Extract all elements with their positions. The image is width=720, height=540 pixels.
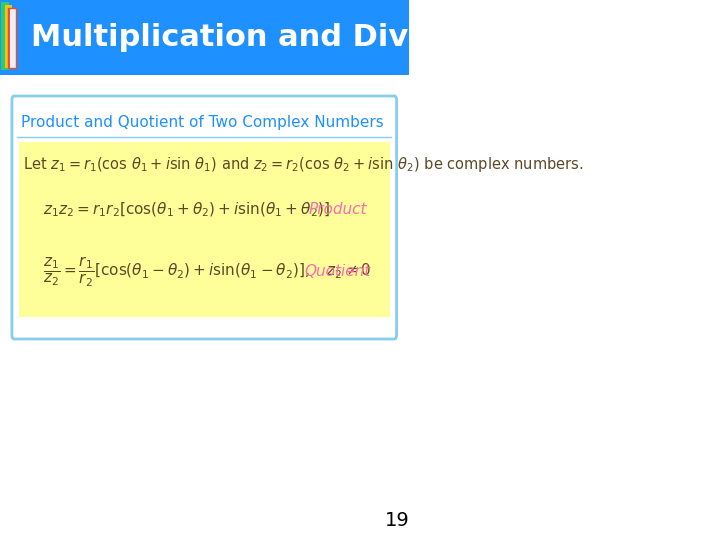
Text: $\dfrac{z_1}{z_2} = \dfrac{r_1}{r_2}[\cos(\theta_1 - \theta_2) + i\sin(\theta_1 : $\dfrac{z_1}{z_2} = \dfrac{r_1}{r_2}[\co… [42,255,371,289]
FancyBboxPatch shape [8,8,10,68]
FancyBboxPatch shape [1,2,9,70]
Text: Product and Quotient of Two Complex Numbers: Product and Quotient of Two Complex Numb… [21,114,384,130]
Text: Product: Product [308,202,366,218]
Text: Multiplication and Division of Complex Numbers: Multiplication and Division of Complex N… [31,24,720,52]
Text: 19: 19 [384,510,410,530]
Text: Let $z_1 = r_1(\cos\,\theta_1 + i\sin\,\theta_1)$ and $z_2 = r_2(\cos\,\theta_2 : Let $z_1 = r_1(\cos\,\theta_1 + i\sin\,\… [23,154,583,173]
Text: Quotient: Quotient [305,265,371,280]
Text: $z_1z_2 = r_1r_2[\cos(\theta_1 + \theta_2) + i\sin(\theta_1 + \theta_2)]$: $z_1z_2 = r_1r_2[\cos(\theta_1 + \theta_… [42,201,330,219]
FancyBboxPatch shape [8,8,17,68]
FancyBboxPatch shape [19,142,390,317]
FancyBboxPatch shape [12,96,397,339]
FancyBboxPatch shape [0,0,408,75]
FancyBboxPatch shape [4,5,12,68]
